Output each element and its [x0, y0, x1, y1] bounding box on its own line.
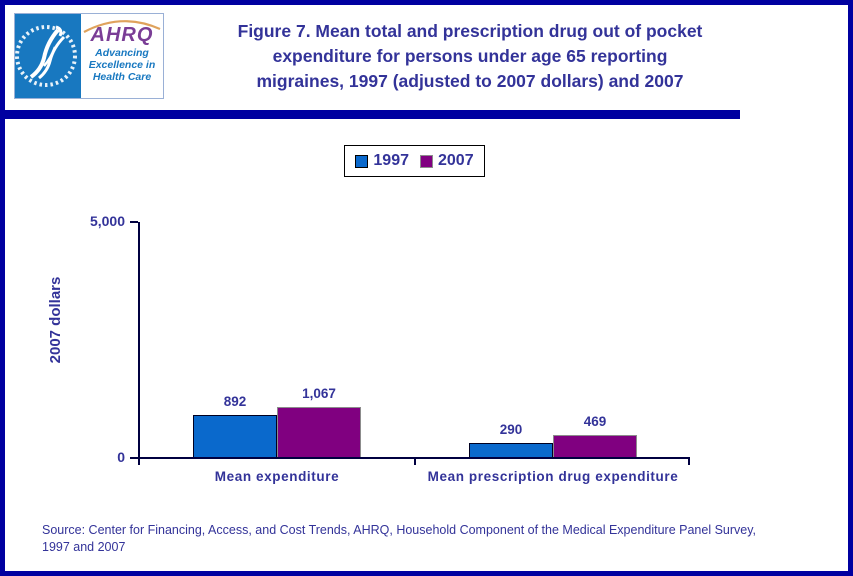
x-tick-mark-start [138, 457, 140, 465]
tagline-line: Health Care [92, 71, 152, 83]
legend-label-1997: 1997 [373, 152, 409, 169]
source-note: Source: Center for Financing, Access, an… [42, 522, 822, 556]
ahrq-logo: AHRQ Advancing Excellence in Health Care [14, 13, 164, 99]
tagline-line: Advancing [95, 47, 149, 59]
figure-title-line: expenditure for persons under age 65 rep… [272, 46, 668, 66]
y-tick-mark-0 [130, 457, 138, 459]
header-divider [5, 110, 740, 119]
bar-1997-category-0 [193, 415, 277, 457]
y-tick-label-0: 0 [117, 449, 125, 465]
x-tick-mark-mid [414, 457, 416, 465]
bar-2007-category-1 [553, 435, 637, 457]
bar-value-label-2007-category-0: 1,067 [302, 386, 336, 401]
x-tick-mark-end [688, 457, 690, 465]
bar-value-label-2007-category-1: 469 [583, 414, 607, 429]
category-label-mean-expenditure: Mean expenditure [214, 469, 340, 484]
bar-value-label-1997-category-0: 892 [223, 394, 247, 409]
ahrq-logo-text-panel: AHRQ Advancing Excellence in Health Care [81, 14, 163, 98]
legend-swatch-1997 [355, 154, 369, 168]
category-label-mean-rx-expenditure: Mean prescription drug expenditure [427, 469, 679, 484]
hhs-logo-panel [15, 14, 81, 98]
y-axis-line [138, 222, 140, 459]
legend-label-2007: 2007 [438, 152, 474, 169]
figure-title: Figure 7. Mean total and prescription dr… [170, 19, 770, 94]
ahrq-wordmark: AHRQ [90, 24, 154, 46]
ahrq-tagline: Advancing Excellence in Health Care [81, 47, 163, 83]
tagline-line: Excellence in [88, 59, 156, 71]
figure-title-line: migraines, 1997 (adjusted to 2007 dollar… [256, 71, 684, 91]
source-line: 1997 and 2007 [42, 540, 126, 554]
figure-title-line: Figure 7. Mean total and prescription dr… [237, 21, 703, 41]
bar-1997-category-1 [469, 443, 553, 457]
bar-value-label-1997-category-1: 290 [499, 422, 523, 437]
chart-legend: 1997 2007 [344, 145, 485, 177]
bar-2007-category-0 [277, 407, 361, 457]
hhs-eagle-icon [15, 25, 77, 87]
y-tick-mark-5000 [130, 221, 138, 223]
y-tick-label-5000: 5,000 [89, 213, 125, 229]
logo-arc-icon [83, 20, 161, 33]
y-axis-title: 2007 dollars [47, 276, 64, 364]
legend-swatch-2007 [420, 154, 433, 168]
source-line: Source: Center for Financing, Access, an… [42, 523, 757, 537]
